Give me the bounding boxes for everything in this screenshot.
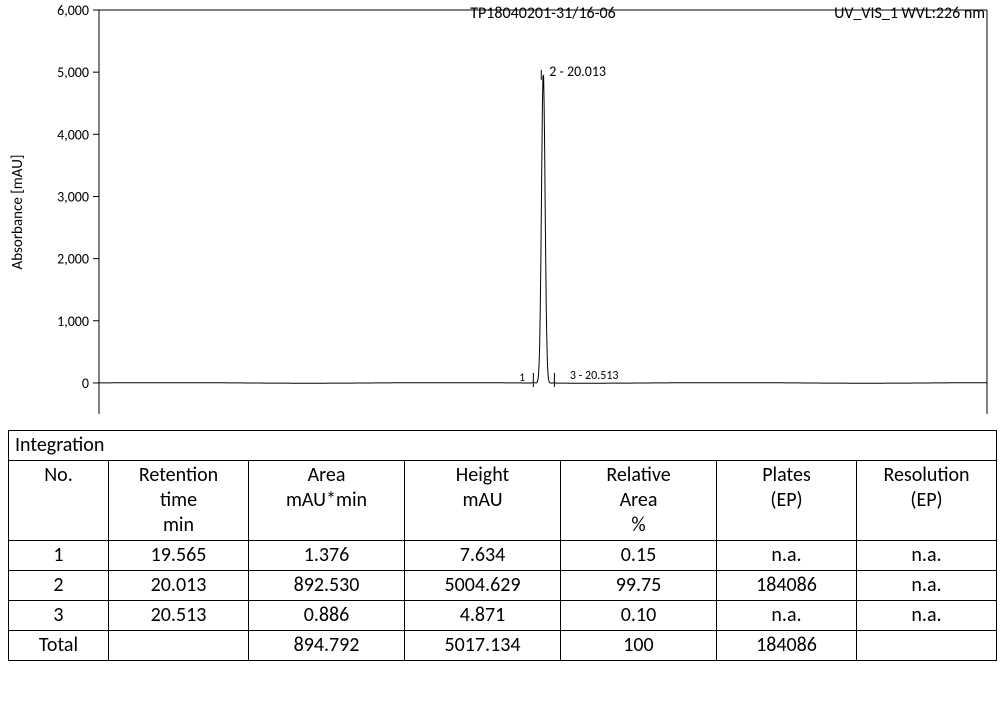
col-header-no: No. bbox=[9, 461, 109, 541]
page: TP18040201-31/16-06 UV_VIS_1 WVL:226 nm Ab… bbox=[0, 0, 1000, 661]
col-header-plates: Plates(EP) bbox=[717, 461, 857, 541]
cell-no: 1 bbox=[9, 541, 109, 571]
cell-res: n.a. bbox=[857, 541, 997, 571]
svg-text:4,000: 4,000 bbox=[57, 126, 89, 143]
cell-res: n.a. bbox=[857, 601, 997, 631]
cell-height: 7.634 bbox=[405, 541, 561, 571]
total-rel: 100 bbox=[561, 631, 717, 661]
svg-text:5,000: 5,000 bbox=[57, 64, 89, 81]
col-header-rt: Retentiontimemin bbox=[109, 461, 249, 541]
col-header-res: Resolution(EP) bbox=[857, 461, 997, 541]
total-area: 894.792 bbox=[249, 631, 405, 661]
chart-title-center: TP18040201-31/16-06 bbox=[470, 4, 616, 23]
cell-plates: n.a. bbox=[717, 601, 857, 631]
peak-label-1: 1 bbox=[519, 371, 525, 384]
table-row: 220.013892.5305004.62999.75184086n.a. bbox=[9, 571, 997, 601]
cell-rel: 99.75 bbox=[561, 571, 717, 601]
cell-rt: 20.513 bbox=[109, 601, 249, 631]
svg-text:6,000: 6,000 bbox=[57, 2, 89, 19]
svg-text:1,000: 1,000 bbox=[57, 313, 89, 330]
chart-svg: TP18040201-31/16-06 UV_VIS_1 WVL:226 nm Ab… bbox=[0, 0, 1000, 430]
cell-area: 0.886 bbox=[249, 601, 405, 631]
table-row: 119.5651.3767.6340.15n.a.n.a. bbox=[9, 541, 997, 571]
total-res bbox=[857, 631, 997, 661]
cell-plates: n.a. bbox=[717, 541, 857, 571]
table-body: IntegrationNo.RetentiontimeminAreamAU*mi… bbox=[9, 431, 997, 661]
col-header-area: AreamAU*min bbox=[249, 461, 405, 541]
total-no: Total bbox=[9, 631, 109, 661]
table-title-row: Integration bbox=[9, 431, 997, 461]
cell-area: 892.530 bbox=[249, 571, 405, 601]
svg-text:3,000: 3,000 bbox=[57, 188, 89, 205]
chart-title-right: UV_VIS_1 WVL:226 nm bbox=[834, 4, 985, 23]
integration-table-wrap: IntegrationNo.RetentiontimeminAreamAU*mi… bbox=[8, 430, 992, 661]
peak-label-main: 2 - 20.013 bbox=[549, 63, 606, 80]
table-row: 320.5130.8864.8710.10n.a.n.a. bbox=[9, 601, 997, 631]
cell-height: 5004.629 bbox=[405, 571, 561, 601]
cell-plates: 184086 bbox=[717, 571, 857, 601]
cell-rel: 0.15 bbox=[561, 541, 717, 571]
cell-height: 4.871 bbox=[405, 601, 561, 631]
total-height: 5017.134 bbox=[405, 631, 561, 661]
cell-rt: 20.013 bbox=[109, 571, 249, 601]
peak-label-3: 3 - 20.513 bbox=[570, 369, 619, 383]
svg-text:0: 0 bbox=[82, 375, 89, 392]
cell-rt: 19.565 bbox=[109, 541, 249, 571]
cell-res: n.a. bbox=[857, 571, 997, 601]
cell-area: 1.376 bbox=[249, 541, 405, 571]
cell-no: 3 bbox=[9, 601, 109, 631]
y-axis-label: Absorbance [mAU] bbox=[9, 155, 27, 270]
integration-table: IntegrationNo.RetentiontimeminAreamAU*mi… bbox=[8, 430, 997, 661]
col-header-rel: RelativeArea% bbox=[561, 461, 717, 541]
total-plates: 184086 bbox=[717, 631, 857, 661]
cell-rel: 0.10 bbox=[561, 601, 717, 631]
table-total-row: Total 894.7925017.134100184086 bbox=[9, 631, 997, 661]
chromatogram-chart: TP18040201-31/16-06 UV_VIS_1 WVL:226 nm Ab… bbox=[0, 0, 1000, 430]
cell-no: 2 bbox=[9, 571, 109, 601]
table-title: Integration bbox=[9, 431, 997, 461]
table-header-row: No.RetentiontimeminAreamAU*minHeightmAUR… bbox=[9, 461, 997, 541]
col-header-height: HeightmAU bbox=[405, 461, 561, 541]
total-rt bbox=[109, 631, 249, 661]
svg-text:2,000: 2,000 bbox=[57, 251, 89, 268]
